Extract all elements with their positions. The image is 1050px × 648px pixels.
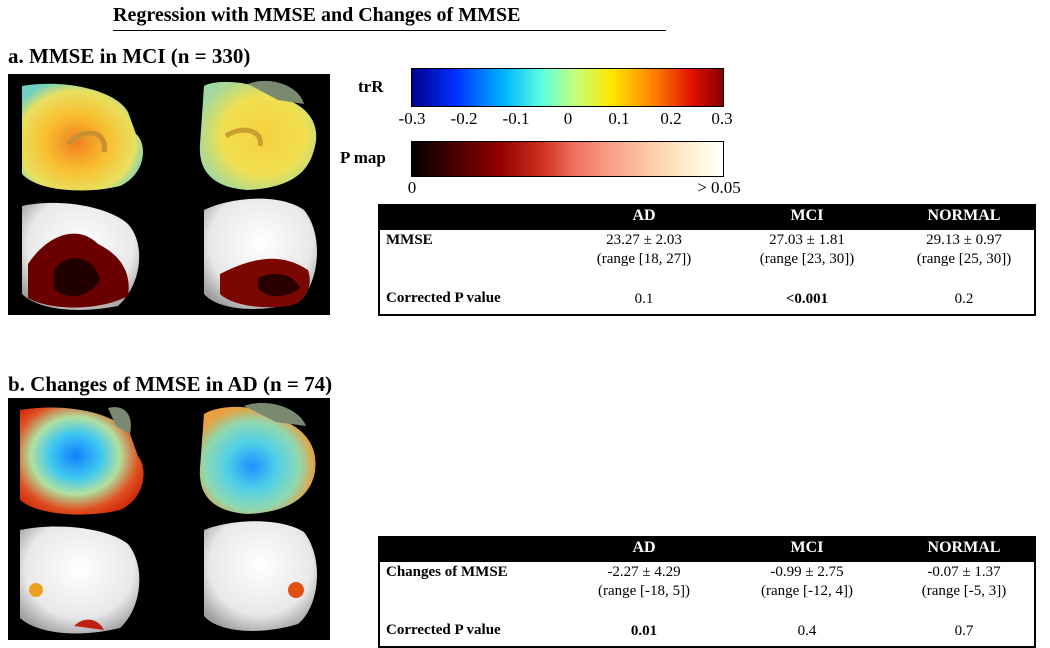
table-header-row: AD MCI NORMAL (380, 206, 1034, 230)
p-value-cell: 0.1 (634, 291, 654, 307)
trR-tick: -0.3 (398, 109, 426, 128)
column-header: MCI (790, 207, 824, 224)
panel-b-heading: b. Changes of MMSE in AD (n = 74) (8, 372, 333, 396)
column-header: MCI (790, 539, 824, 556)
panel-a-heading: a. MMSE in MCI (n = 330) (8, 44, 251, 68)
table-cell: -2.27 ± 4.29 (range [-18, 5]) (597, 564, 691, 599)
trR-label: trR (358, 77, 384, 96)
brain-surface-lower-right (204, 521, 317, 631)
p-map-spot-bottom-left (74, 619, 104, 630)
row-label: Changes of MMSE (386, 564, 508, 580)
trR-tick: 0 (563, 109, 573, 128)
column-header: AD (632, 539, 656, 556)
p-map-spot-lower-left (29, 583, 43, 597)
row-label: Corrected P value (386, 622, 501, 638)
panel-b-brain-maps (8, 398, 330, 640)
column-header: AD (632, 207, 656, 224)
figure-title: Regression with MMSE and Changes of MMSE (113, 4, 521, 26)
panel-a-brain-maps (8, 74, 330, 315)
p-map-label: P map (340, 148, 386, 167)
row-label: Corrected P value (386, 290, 501, 306)
table-header-row: AD MCI NORMAL (380, 538, 1034, 562)
brain-edge-upper-left (108, 407, 131, 434)
brain-surface-lower-left (20, 526, 140, 634)
p-map-spot-lower-right (288, 582, 304, 598)
brain-surface-upper-left (22, 83, 144, 191)
trR-tick: -0.1 (502, 109, 530, 128)
p-map-tick: > 0.05 (697, 178, 741, 197)
brain-maps-a-svg (22, 80, 317, 310)
trR-tick: 0.2 (660, 109, 682, 128)
table-cell: 23.27 ± 2.03 (range [18, 27]) (596, 232, 692, 267)
table-cell: -0.07 ± 1.37 (range [-5, 3]) (921, 564, 1007, 599)
table-cell: -0.99 ± 2.75 (range [-12, 4]) (760, 564, 854, 599)
p-value-cell: 0.7 (954, 623, 974, 639)
p-map-core-lower-left (54, 257, 100, 297)
mmse-change-table: AD MCI NORMAL Changes of MMSE -2.27 ± 4.… (378, 536, 1036, 648)
p-map-colorbar (411, 141, 724, 177)
p-value-cell: 0.4 (797, 623, 817, 639)
trR-tick: -0.2 (450, 109, 478, 128)
brain-fold-upper-right (224, 127, 263, 147)
p-value-cell: 0.2 (954, 291, 974, 307)
p-value-cell-significant: 0.01 (630, 623, 658, 639)
table-cell: 27.03 ± 1.81 (range [23, 30]) (759, 232, 855, 267)
brain-surface-upper-left (20, 407, 144, 515)
row-label: MMSE (386, 232, 433, 248)
brain-edge-upper-right (248, 80, 304, 104)
brain-maps-b-svg (20, 402, 317, 634)
column-header: NORMAL (927, 539, 1001, 556)
trR-tick: 0.3 (711, 109, 733, 128)
brain-edge-upper-right (244, 402, 306, 426)
p-map-tick: 0 (407, 178, 417, 197)
brain-fold-upper-left (66, 130, 107, 153)
column-header: NORMAL (927, 207, 1001, 224)
title-underline (113, 30, 666, 31)
brain-surface-upper-right (199, 406, 316, 514)
table-cell: 29.13 ± 0.97 (range [25, 30]) (916, 232, 1012, 267)
mmse-table: AD MCI NORMAL MMSE 23.27 ± 2.03 (range [1… (378, 204, 1036, 316)
trR-colorbar (411, 68, 724, 107)
p-value-cell-significant: <0.001 (785, 291, 829, 307)
p-map-core-lower-right (258, 273, 300, 297)
trR-tick: 0.1 (608, 109, 630, 128)
